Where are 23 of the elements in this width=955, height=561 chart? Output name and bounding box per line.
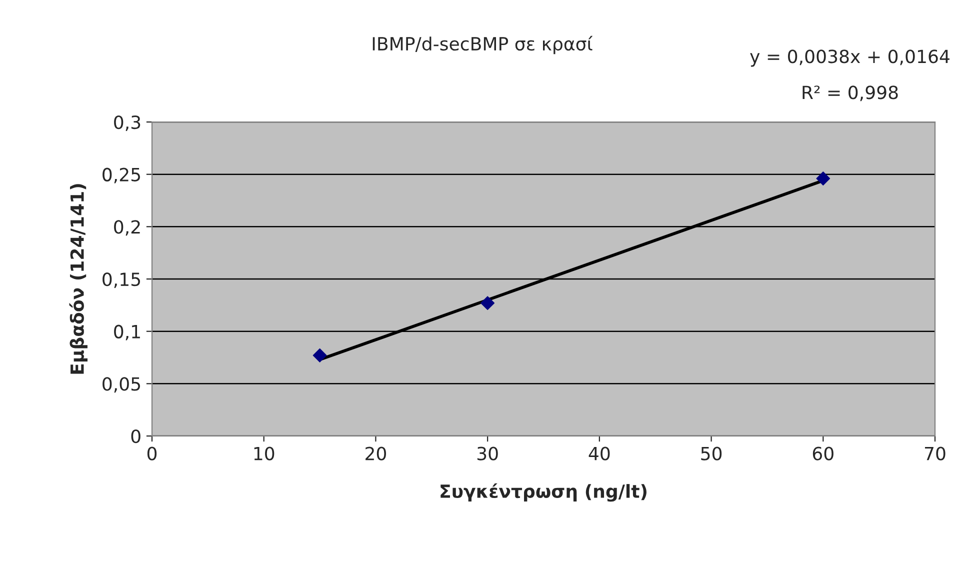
y-tick-label: 0 [131, 429, 140, 444]
point [312, 348, 327, 362]
y-axis-title: Εμβαδόν (124/141) [69, 184, 88, 374]
x-tick-label: 0 [147, 446, 157, 460]
x-tick-label: 20 [366, 446, 386, 460]
y-tick-label: 0,2 [114, 220, 140, 236]
y-tick-label: 0,3 [114, 115, 140, 131]
x-tick-label: 40 [588, 446, 610, 460]
y-tick-label: 0,05 [102, 377, 140, 393]
x-tick-label: 10 [254, 446, 274, 460]
point [480, 296, 495, 310]
text: R² = 0,998 [802, 86, 898, 102]
text: y = 0,0038x + 0,0164 [750, 50, 950, 67]
y-tick-label: 0,1 [114, 324, 140, 340]
x-axis-title: Συγκέντρωση (ng/lt) [440, 483, 646, 502]
x-tick-label: 70 [924, 446, 946, 460]
y-tick-label: 0,25 [102, 168, 140, 184]
x-tick-label: 60 [812, 446, 834, 460]
y-tick-label: 0,15 [102, 272, 140, 288]
point [816, 172, 830, 186]
chart-title: IBMP/d-secBMP σε κρασί [372, 36, 593, 54]
x-tick-label: 30 [477, 446, 498, 460]
x-tick-label: 50 [701, 446, 722, 460]
